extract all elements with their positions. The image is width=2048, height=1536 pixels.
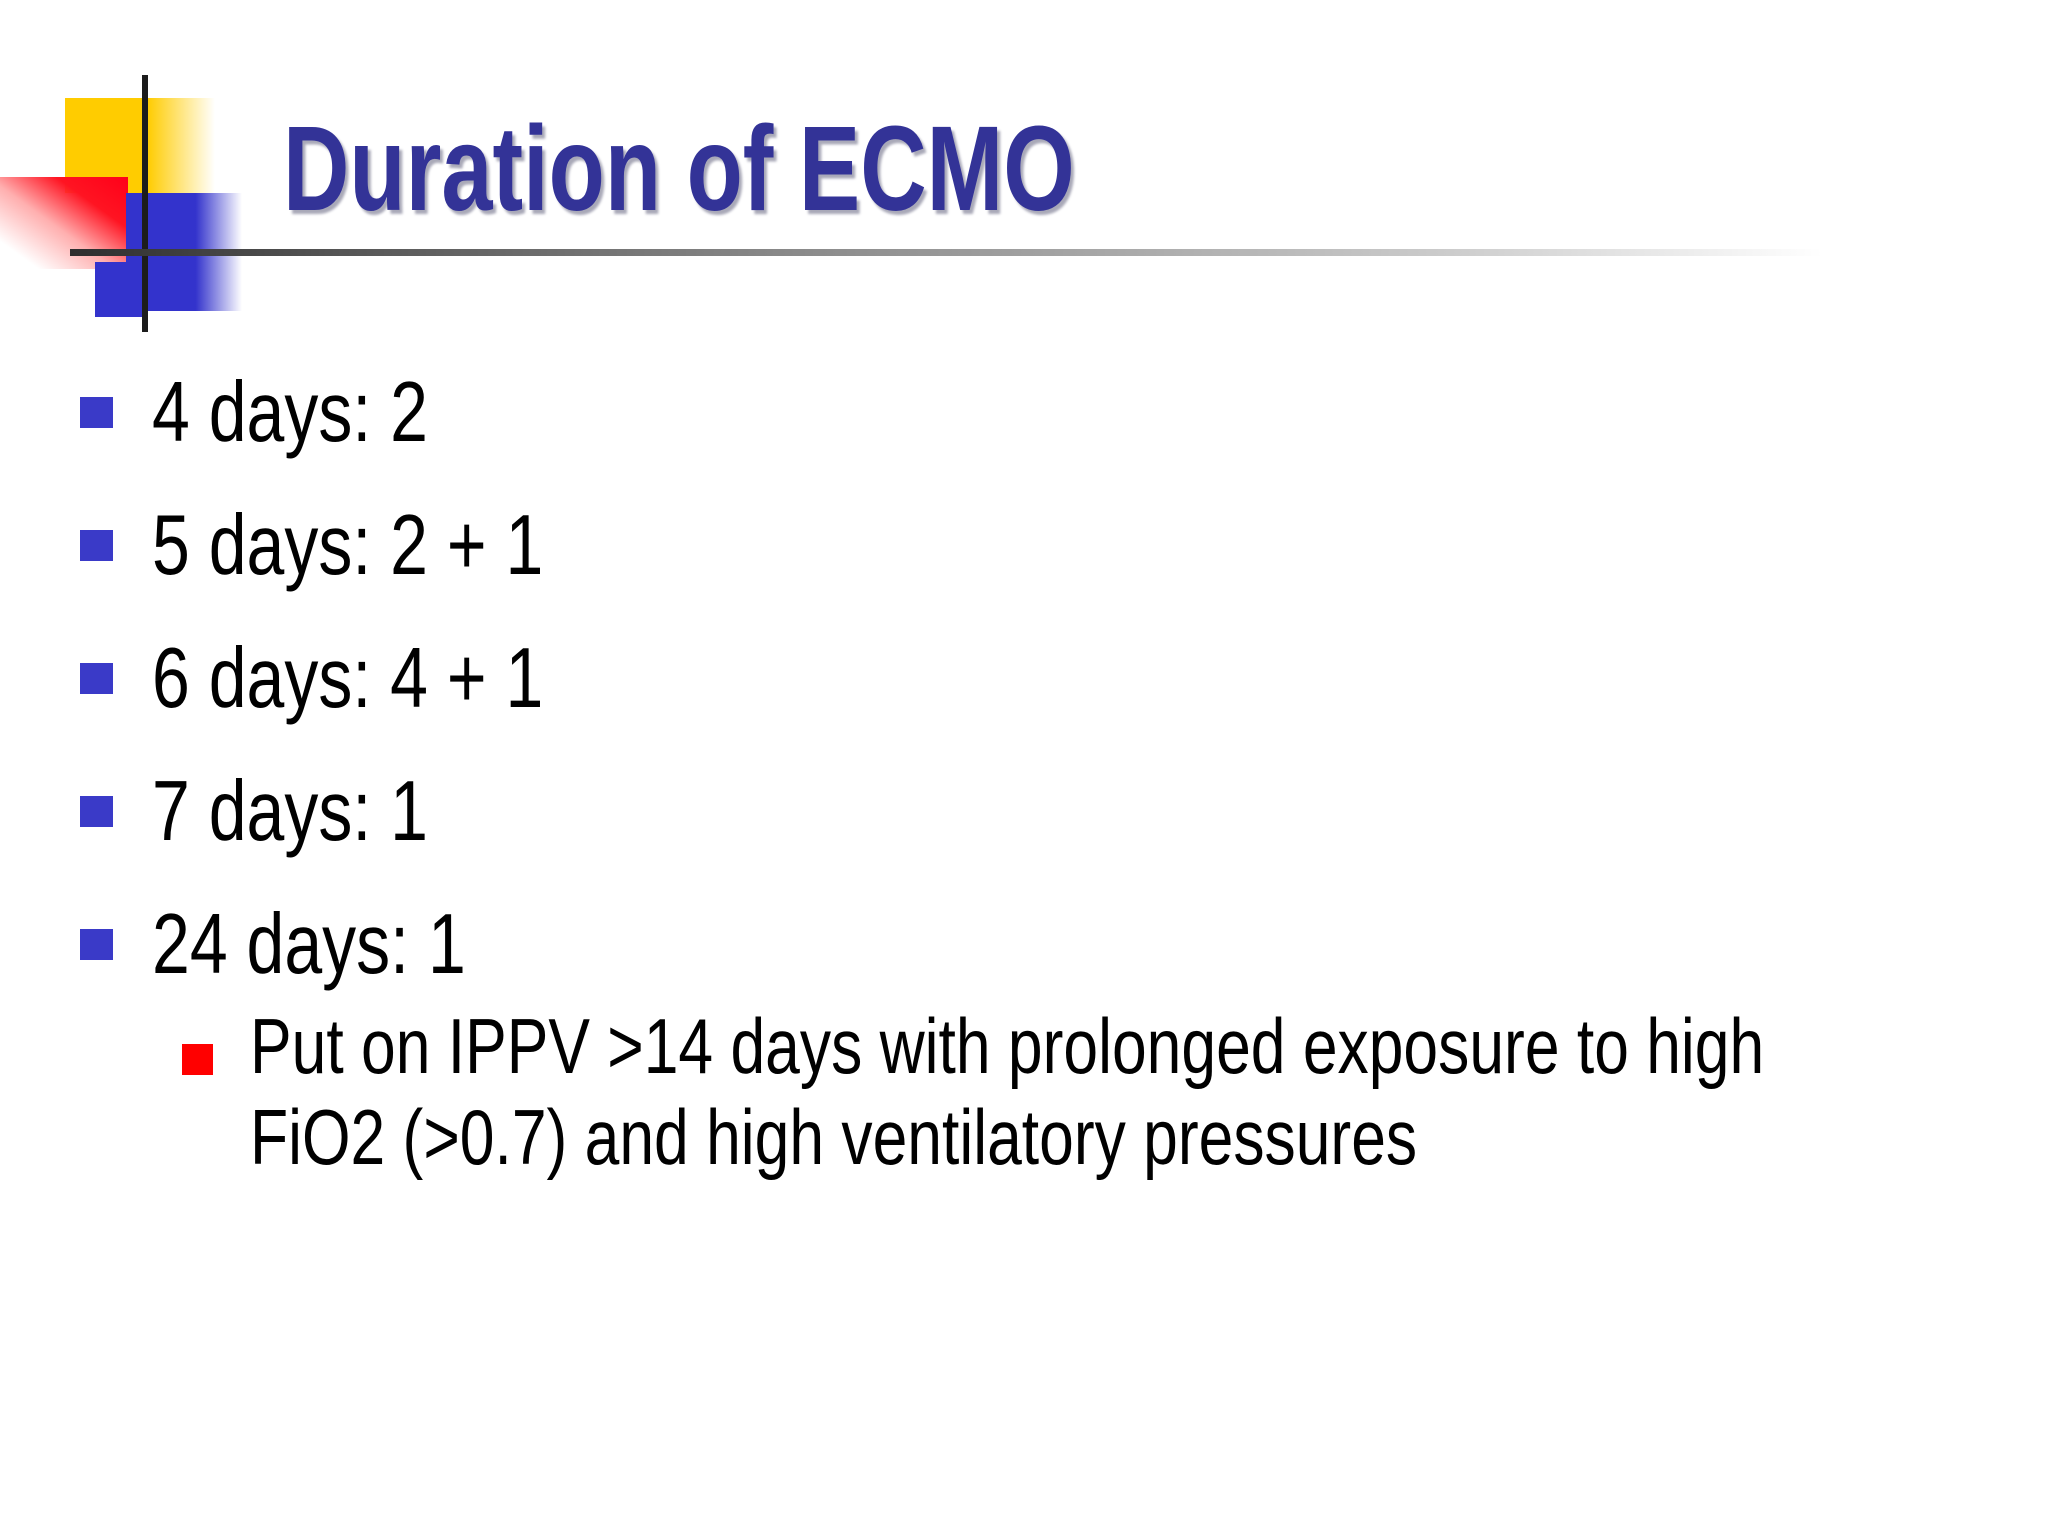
bullet-label: 6 days: 4 + 1 (152, 631, 544, 726)
bullet-label: 5 days: 2 + 1 (152, 498, 544, 593)
square-bullet-icon (80, 796, 113, 827)
corner-accent-blue-tab (95, 262, 148, 317)
bullet-item: 5 days: 2 + 1 (80, 479, 641, 612)
bullet-label: 4 days: 2 (152, 365, 428, 460)
slide-title: Duration of ECMO (283, 100, 1075, 236)
bullet-item: 7 days: 1 (80, 745, 641, 878)
square-bullet-icon (80, 929, 113, 960)
square-sub-bullet-icon (182, 1044, 213, 1075)
sub-bullet-label: Put on IPPV >14 days with prolonged expo… (250, 1002, 1765, 1181)
bullet-item: 24 days: 1 (80, 878, 641, 1011)
square-bullet-icon (80, 530, 113, 561)
square-bullet-icon (80, 663, 113, 694)
bullet-item: 6 days: 4 + 1 (80, 612, 641, 745)
bullet-item: 4 days: 2 (80, 346, 641, 479)
square-bullet-icon (80, 397, 113, 428)
bullet-list: 4 days: 2 5 days: 2 + 1 6 days: 4 + 1 7 … (80, 346, 641, 1011)
bullet-label: 24 days: 1 (152, 897, 466, 992)
bullet-label: 7 days: 1 (152, 764, 428, 859)
corner-vertical-line (142, 75, 148, 332)
title-underline-rule (70, 249, 1840, 256)
